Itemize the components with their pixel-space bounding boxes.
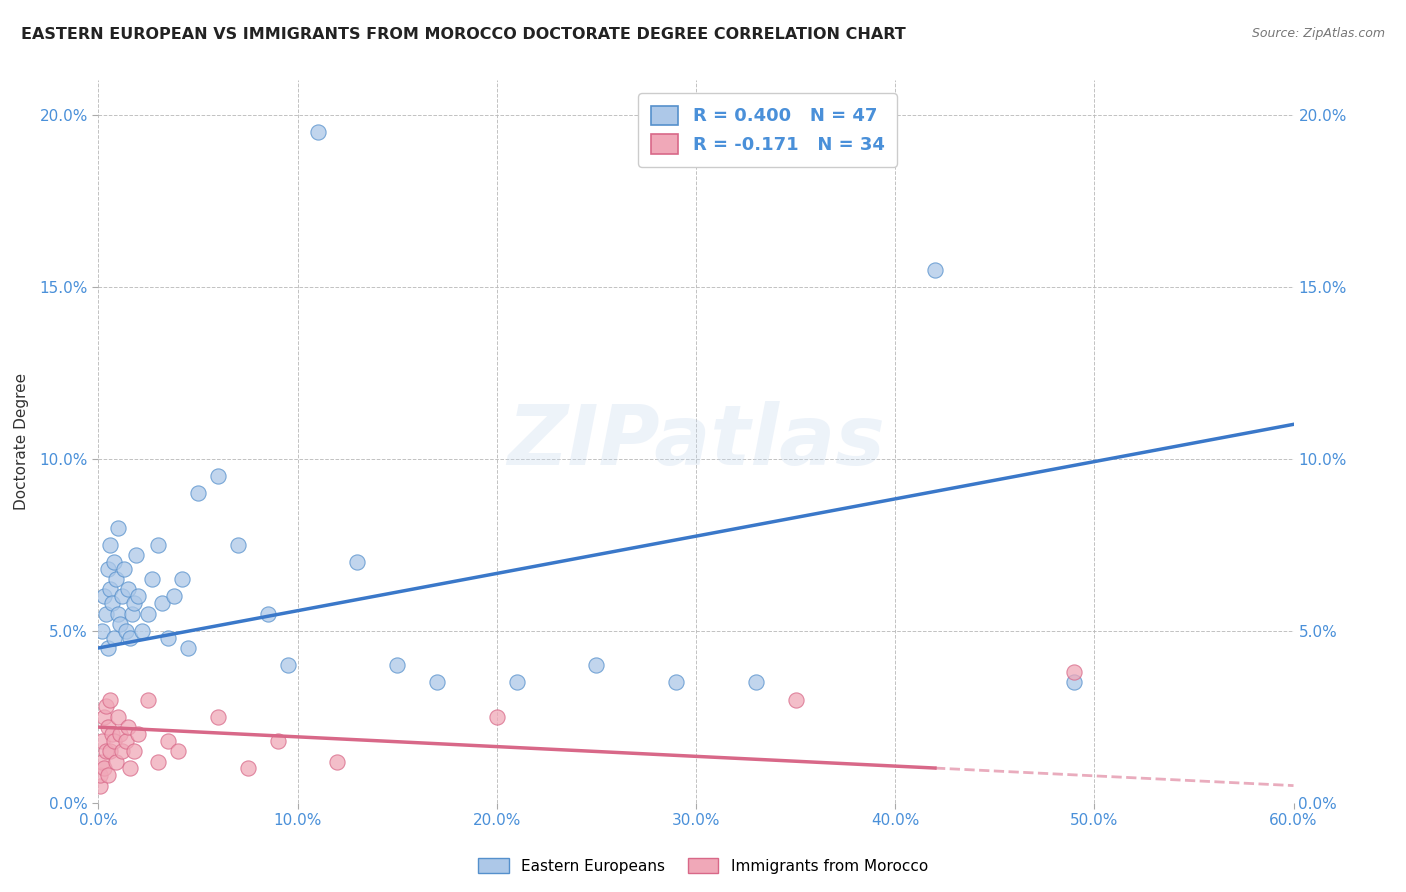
Point — [187, 486, 209, 500]
Point — [150, 596, 173, 610]
Point — [125, 548, 148, 562]
Point — [110, 616, 132, 631]
Point — [112, 562, 135, 576]
Point — [256, 607, 278, 621]
Point — [97, 720, 120, 734]
Point — [91, 624, 114, 638]
Point — [665, 675, 688, 690]
Point — [124, 596, 146, 610]
Point — [103, 631, 125, 645]
Point — [107, 520, 129, 534]
Point — [115, 624, 138, 638]
Point — [103, 734, 125, 748]
Point — [426, 675, 449, 690]
Point — [105, 572, 128, 586]
Point — [506, 675, 529, 690]
Point — [117, 720, 139, 734]
Point — [485, 710, 508, 724]
Point — [93, 590, 115, 604]
Point — [167, 744, 190, 758]
Point — [96, 607, 118, 621]
Point — [91, 734, 114, 748]
Point — [97, 640, 120, 655]
Point — [96, 744, 118, 758]
Point — [120, 761, 142, 775]
Point — [745, 675, 768, 690]
Point — [127, 590, 149, 604]
Point — [226, 538, 249, 552]
Point — [141, 572, 163, 586]
Point — [111, 744, 134, 758]
Point — [93, 761, 115, 775]
Point — [207, 710, 229, 724]
Point — [1063, 675, 1085, 690]
Text: ZIPatlas: ZIPatlas — [508, 401, 884, 482]
Point — [93, 710, 115, 724]
Point — [107, 710, 129, 724]
Point — [96, 699, 118, 714]
Point — [98, 744, 122, 758]
Point — [117, 582, 139, 597]
Point — [277, 658, 299, 673]
Point — [91, 755, 114, 769]
Point — [207, 469, 229, 483]
Point — [89, 779, 111, 793]
Legend: R = 0.400   N = 47, R = -0.171   N = 34: R = 0.400 N = 47, R = -0.171 N = 34 — [638, 93, 897, 167]
Point — [107, 607, 129, 621]
Point — [307, 125, 329, 139]
Point — [148, 755, 170, 769]
Point — [98, 692, 122, 706]
Text: Source: ZipAtlas.com: Source: ZipAtlas.com — [1251, 27, 1385, 40]
Point — [103, 555, 125, 569]
Point — [101, 727, 124, 741]
Point — [326, 755, 349, 769]
Point — [136, 692, 159, 706]
Point — [111, 590, 134, 604]
Point — [120, 631, 142, 645]
Point — [236, 761, 259, 775]
Point — [127, 727, 149, 741]
Point — [105, 755, 128, 769]
Point — [98, 582, 122, 597]
Point — [346, 555, 368, 569]
Point — [136, 607, 159, 621]
Point — [1063, 665, 1085, 679]
Y-axis label: Doctorate Degree: Doctorate Degree — [14, 373, 28, 510]
Point — [157, 631, 180, 645]
Point — [101, 596, 124, 610]
Text: EASTERN EUROPEAN VS IMMIGRANTS FROM MOROCCO DOCTORATE DEGREE CORRELATION CHART: EASTERN EUROPEAN VS IMMIGRANTS FROM MORO… — [21, 27, 905, 42]
Point — [121, 607, 143, 621]
Point — [267, 734, 290, 748]
Point — [97, 768, 120, 782]
Point — [385, 658, 409, 673]
Point — [924, 262, 946, 277]
Legend: Eastern Europeans, Immigrants from Morocco: Eastern Europeans, Immigrants from Moroc… — [472, 852, 934, 880]
Point — [124, 744, 146, 758]
Point — [115, 734, 138, 748]
Point — [157, 734, 180, 748]
Point — [131, 624, 153, 638]
Point — [148, 538, 170, 552]
Point — [172, 572, 194, 586]
Point — [785, 692, 807, 706]
Point — [585, 658, 607, 673]
Point — [110, 727, 132, 741]
Point — [97, 562, 120, 576]
Point — [163, 590, 186, 604]
Point — [89, 768, 111, 782]
Point — [98, 538, 122, 552]
Point — [177, 640, 200, 655]
